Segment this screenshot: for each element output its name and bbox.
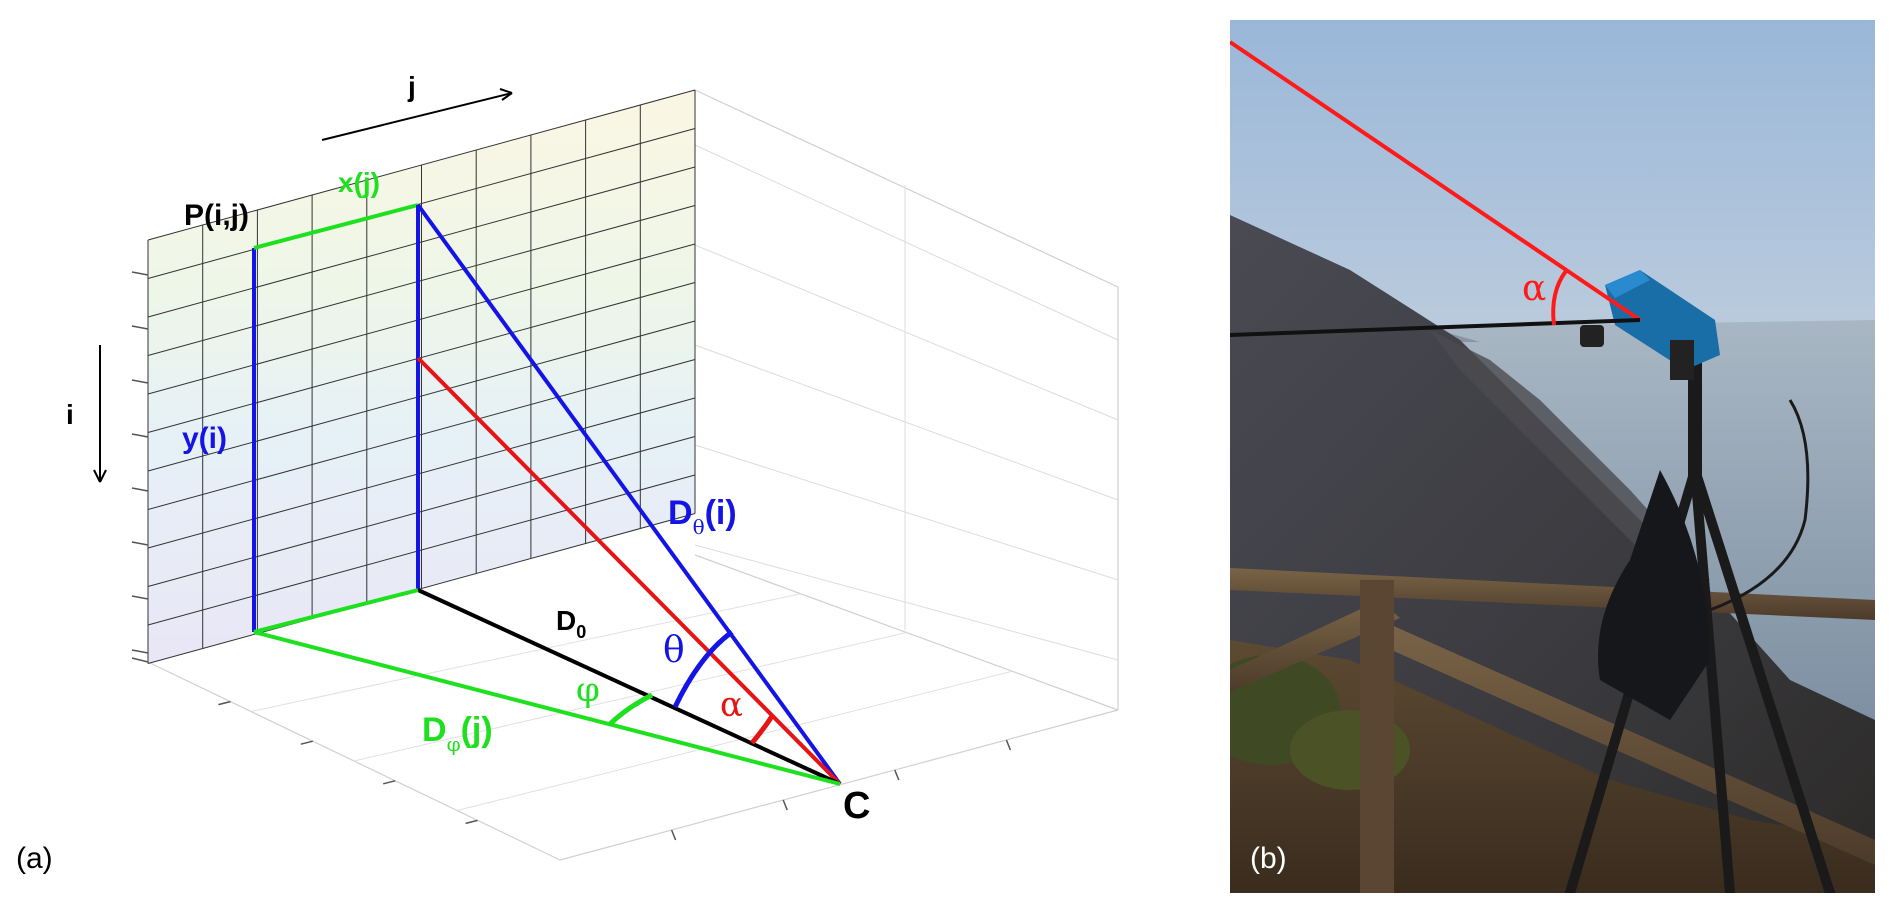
j-direction-arrow [321, 88, 513, 141]
d-phi-main: D [422, 711, 447, 749]
d-phi-sub: φ [447, 732, 461, 756]
alpha-label: α [720, 685, 743, 725]
d-theta-label: Dθ(i) [668, 494, 737, 539]
i-axis-label: i [66, 399, 74, 430]
wooden-fence [1230, 568, 1875, 893]
back-wall-line [694, 144, 1119, 341]
j-axis-label: j [407, 71, 416, 102]
floor-line [250, 593, 801, 712]
theta-label: θ [663, 630, 685, 671]
y-label: y(i) [182, 422, 227, 455]
back-wall-grid [694, 144, 1119, 661]
elevation-ray-line [1230, 40, 1642, 322]
axis-tick [131, 541, 149, 546]
d-theta-line [416, 203, 842, 786]
d-phi-tail: (j) [461, 711, 493, 749]
fence-rail-diagonal [1380, 620, 1875, 865]
alpha-arc [750, 714, 775, 745]
cable [1709, 399, 1810, 612]
d-theta-tail: (i) [705, 494, 737, 532]
axis-ticks [131, 271, 1012, 841]
floor-line [456, 670, 1013, 811]
axis-tick [218, 700, 231, 706]
d0-main: D [556, 605, 576, 636]
fence-post [1360, 580, 1394, 893]
camera-knob [1580, 325, 1604, 347]
alpha-angle-label: α [1522, 268, 1546, 309]
panel-b-photo: α (b) [1230, 20, 1875, 893]
theta-arc [672, 629, 734, 709]
axis-tick [131, 595, 149, 600]
axis-tick [894, 769, 900, 781]
d-phi-label: Dφ(j) [422, 711, 493, 756]
floor-grid [250, 593, 1013, 811]
axis-tick [131, 271, 149, 276]
panel-a-diagram: j i P(i,j) x(j) y(i) Dθ(i) D0 θ φ α Dφ(j… [16, 71, 1119, 875]
camera-mount [1670, 340, 1694, 380]
panel-a-label: (a) [16, 842, 53, 875]
coastline-ridge [1430, 330, 1710, 580]
d-theta-sub: θ [693, 515, 705, 539]
phi-label: φ [576, 670, 600, 710]
axis-tick [300, 740, 313, 745]
axis-tick [465, 819, 478, 825]
hanging-bag [1598, 470, 1710, 720]
d-theta-main: D [668, 494, 693, 532]
uv-camera [1580, 270, 1720, 380]
axis-tick [131, 657, 149, 663]
axis-tick [131, 325, 149, 330]
panel-b-label: (b) [1250, 842, 1287, 875]
axis-tick [131, 487, 149, 492]
axis-tick [383, 780, 396, 785]
axis-tick [670, 829, 677, 841]
d-phi-line [253, 630, 841, 786]
floor-line [353, 632, 907, 762]
alpha-ray-line [416, 356, 842, 786]
x-line [253, 203, 419, 250]
green-base-line [253, 588, 419, 634]
photo-viewport: α (b) [1230, 20, 1875, 893]
axis-tick [1005, 739, 1012, 751]
camera-front [1605, 270, 1650, 298]
x-label: x(j) [338, 167, 380, 198]
back-wall-line [694, 544, 1119, 661]
d0-sub: 0 [576, 622, 586, 642]
back-wall-line [694, 344, 1119, 501]
horizontal-reference-line [1230, 318, 1641, 337]
detector-pixel-grid [147, 89, 696, 664]
i-direction-arrow [93, 345, 107, 483]
d0-line [417, 588, 841, 786]
d0-label: D0 [556, 605, 586, 642]
axis-tick [131, 433, 149, 438]
camera-label: C [843, 785, 870, 827]
point-label: P(i,j) [184, 199, 249, 232]
back-wall-line [694, 244, 1119, 421]
fence-rail-diagonal [1230, 600, 1400, 692]
alpha-angle-arc [1551, 269, 1568, 326]
axis-tick [131, 379, 149, 384]
axis-tick [782, 799, 788, 811]
phi-arc [608, 692, 654, 726]
axis-tick [131, 649, 149, 654]
back-wall-line [694, 444, 1119, 581]
